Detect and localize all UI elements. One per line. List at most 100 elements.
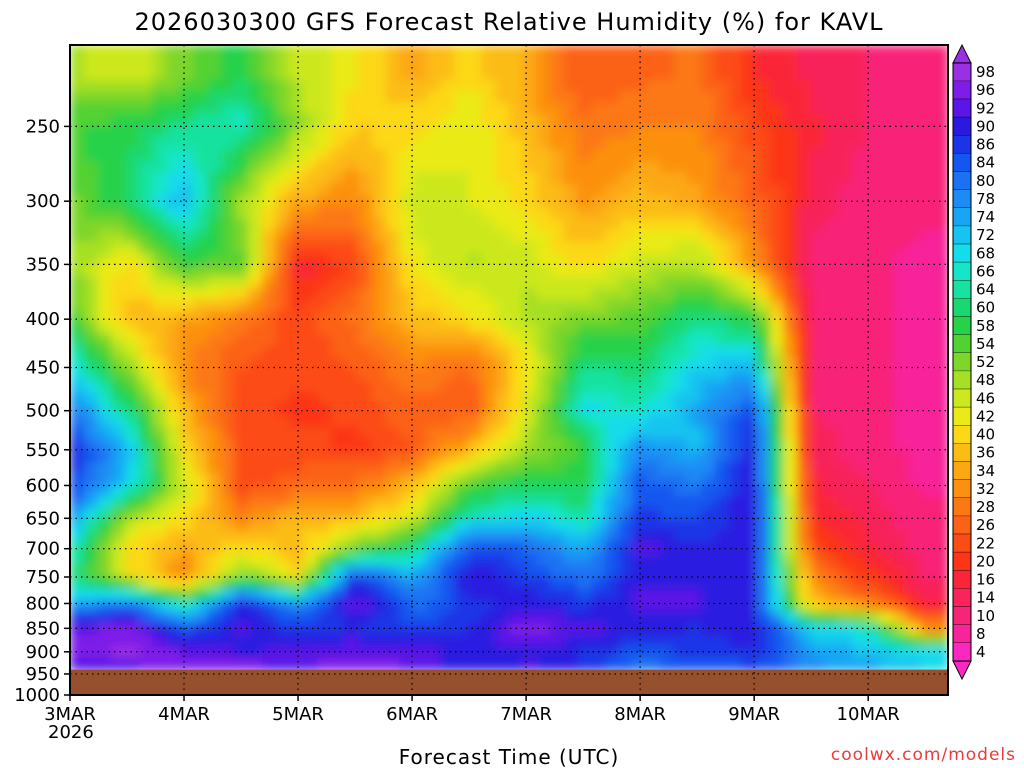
humidity-cell [289, 449, 305, 463]
humidity-cell [124, 392, 140, 405]
humidity-cell [440, 496, 456, 509]
humidity-cell [755, 322, 771, 336]
humidity-cell [783, 554, 799, 567]
humidity-cell [97, 588, 113, 602]
humidity-cell [316, 311, 332, 324]
humidity-cell [454, 287, 469, 301]
humidity-cell [810, 357, 826, 370]
humidity-cell [591, 45, 606, 58]
humidity-cell [714, 611, 730, 625]
humidity-cell [138, 449, 154, 463]
humidity-cell [275, 554, 291, 567]
credit-text: coolwx.com/models [831, 745, 1016, 765]
humidity-cell [701, 380, 716, 393]
humidity-cell [646, 79, 661, 93]
humidity-cell [632, 322, 648, 336]
x-axis-label: Forecast Time (UTC) [399, 745, 620, 768]
humidity-cell [906, 507, 922, 521]
humidity-cell [550, 565, 565, 579]
humidity-cell [166, 241, 181, 255]
humidity-cell [838, 634, 853, 648]
humidity-cell [330, 253, 346, 266]
humidity-cell [934, 634, 948, 648]
humidity-cell [97, 299, 113, 313]
humidity-cell [413, 634, 428, 648]
humidity-cell [618, 149, 634, 162]
humidity-cell [591, 218, 606, 232]
humidity-cell [440, 519, 456, 532]
humidity-cell [893, 415, 908, 428]
humidity-cell [934, 206, 948, 220]
humidity-cell [879, 554, 895, 567]
humidity-cell [220, 149, 236, 162]
humidity-cell [83, 241, 99, 255]
humidity-cell [262, 577, 277, 590]
humidity-cell [385, 634, 401, 648]
humidity-cell [618, 565, 634, 579]
humidity-cell [413, 241, 428, 255]
humidity-cell [783, 658, 799, 671]
humidity-cell [454, 461, 469, 474]
humidity-cell [755, 334, 771, 347]
humidity-cell [920, 79, 936, 93]
humidity-cell [920, 577, 936, 590]
humidity-cell [550, 230, 565, 243]
humidity-cell [399, 623, 414, 636]
humidity-cell [289, 403, 305, 417]
humidity-cell [728, 426, 744, 440]
humidity-cell [673, 484, 689, 498]
humidity-cell [316, 345, 332, 359]
humidity-cell [701, 218, 716, 232]
humidity-cell [852, 658, 867, 671]
humidity-cell [824, 68, 840, 81]
humidity-cell [124, 565, 140, 579]
humidity-cell [358, 588, 373, 602]
humidity-cell [440, 449, 456, 463]
humidity-cell [879, 114, 895, 127]
humidity-cell [70, 577, 85, 590]
humidity-cell [893, 438, 908, 451]
humidity-cell [467, 195, 483, 208]
humidity-cell [371, 287, 387, 301]
humidity-cell [701, 484, 716, 498]
humidity-cell [810, 426, 826, 440]
humidity-cell [728, 530, 744, 544]
humidity-cell [467, 380, 483, 393]
humidity-cell [70, 623, 85, 636]
humidity-cell [166, 206, 181, 220]
humidity-cell [344, 79, 360, 93]
humidity-cell [852, 183, 867, 197]
humidity-cell [673, 183, 689, 197]
humidity-cell [97, 172, 113, 185]
humidity-cell [550, 91, 565, 104]
humidity-cell [234, 299, 250, 313]
humidity-cell [220, 102, 236, 116]
humidity-cell [70, 172, 85, 185]
humidity-cell [467, 577, 483, 590]
humidity-cell [920, 276, 936, 289]
humidity-cell [70, 449, 85, 463]
humidity-cell [289, 126, 305, 139]
humidity-cell [563, 276, 579, 289]
colorbar-swatch [953, 316, 971, 336]
humidity-cell [852, 438, 867, 451]
humidity-cell [673, 345, 689, 359]
humidity-cell [577, 102, 593, 116]
humidity-cell [138, 357, 154, 370]
humidity-cell [207, 634, 222, 648]
humidity-cell [550, 507, 565, 521]
humidity-cell [797, 276, 812, 289]
humidity-cell [179, 264, 195, 278]
humidity-cell [536, 102, 552, 116]
humidity-cell [536, 241, 552, 255]
humidity-cell [358, 415, 373, 428]
humidity-cell [550, 149, 565, 162]
humidity-cell [687, 368, 702, 382]
humidity-cell [70, 299, 85, 313]
humidity-cell [371, 438, 387, 451]
humidity-cell [440, 218, 456, 232]
humidity-cell [70, 658, 85, 671]
humidity-cell [852, 507, 867, 521]
humidity-cell [893, 368, 908, 382]
humidity-cell [591, 438, 606, 451]
